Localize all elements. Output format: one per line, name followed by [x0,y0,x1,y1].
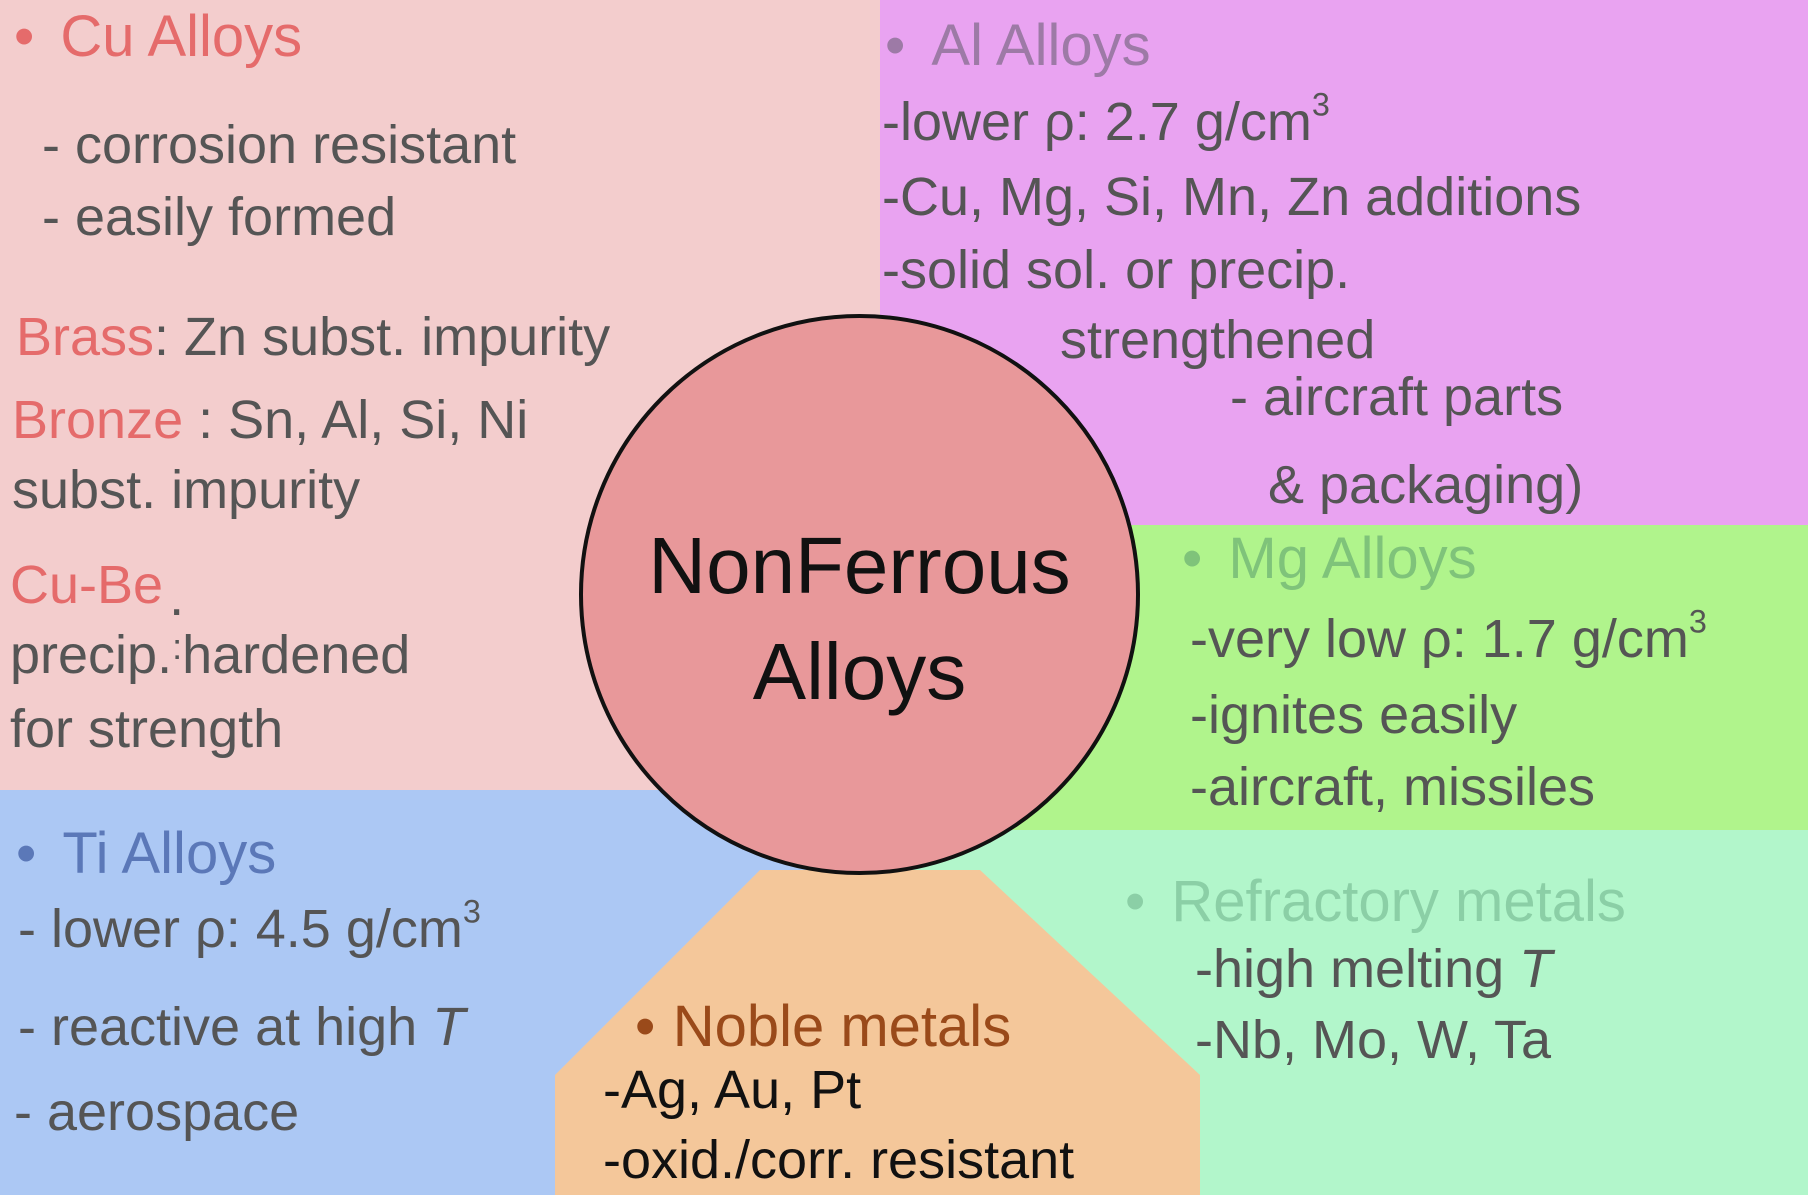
bullet-icon: • [635,994,656,1059]
al-strengthening: -solid sol. or precip. [882,240,1351,300]
mg-density: -very low ρ: 1.7 g/cm3 [1190,603,1707,669]
cu-alloys-heading: • Cu Alloys [14,4,303,69]
refractory-metals-heading: • Refractory metals [1125,869,1626,934]
ti-density: - lower ρ: 4.5 g/cm3 [18,893,481,959]
ti-alloys-heading: • Ti Alloys [16,821,277,886]
al-strengthened: strengthened [1060,310,1376,370]
mg-ignites: -ignites easily [1190,685,1518,745]
al-aircraft-parts: - aircraft parts [1230,367,1564,427]
brass-label: Brass [16,307,155,367]
bullet-icon: • [16,821,37,886]
cube-label: Cu-Be [10,555,164,615]
bullet-icon: • [885,13,906,78]
center-node: NonFerrous Alloys [579,314,1140,875]
al-alloys-heading: • Al Alloys [885,13,1151,78]
brass-text: : Zn subst. impurity [154,307,611,367]
center-title-line1: NonFerrous [648,521,1071,610]
mg-alloys-heading: • Mg Alloys [1182,526,1477,591]
noble-resistance: -oxid./corr. resistant [603,1130,1075,1190]
cube-line2: precip.:hardened [10,625,411,685]
cube-line3: for strength [10,699,284,759]
al-additions: -Cu, Mg, Si, Mn, Zn additions [882,167,1582,227]
bronze-line: Bronze : Sn, Al, Si, Ni [12,393,528,447]
refractory-elements: -Nb, Mo, W, Ta [1195,1010,1552,1070]
refractory-melting: -high melting T [1195,939,1553,999]
al-density: -lower ρ: 2.7 g/cm3 [882,86,1330,152]
ti-aerospace: - aerospace [14,1082,300,1142]
cube-line: Cu-Be. [10,555,184,624]
brass-line: Brass: Zn subst. impurity [16,310,610,364]
bullet-icon: • [1182,526,1203,591]
cube-dot: . [169,567,185,627]
al-packaging: & packaging) [1268,455,1584,515]
bronze-label: Bronze [12,390,184,450]
noble-metals-heading: • Noble metals [635,994,1012,1059]
mg-applications: -aircraft, missiles [1190,757,1596,817]
bronze-line2: subst. impurity [12,460,361,520]
cu-prop-formed: - easily formed [42,187,397,247]
center-title-line2: Alloys [752,627,967,716]
cube-colon: : [172,626,183,667]
bullet-icon: • [1125,869,1146,934]
bullet-icon: • [14,4,35,69]
cu-prop-corrosion: - corrosion resistant [42,115,517,175]
bronze-text: : Sn, Al, Si, Ni [183,390,529,450]
ti-reactive: - reactive at high T [18,997,466,1057]
noble-elements: -Ag, Au, Pt [603,1060,862,1120]
